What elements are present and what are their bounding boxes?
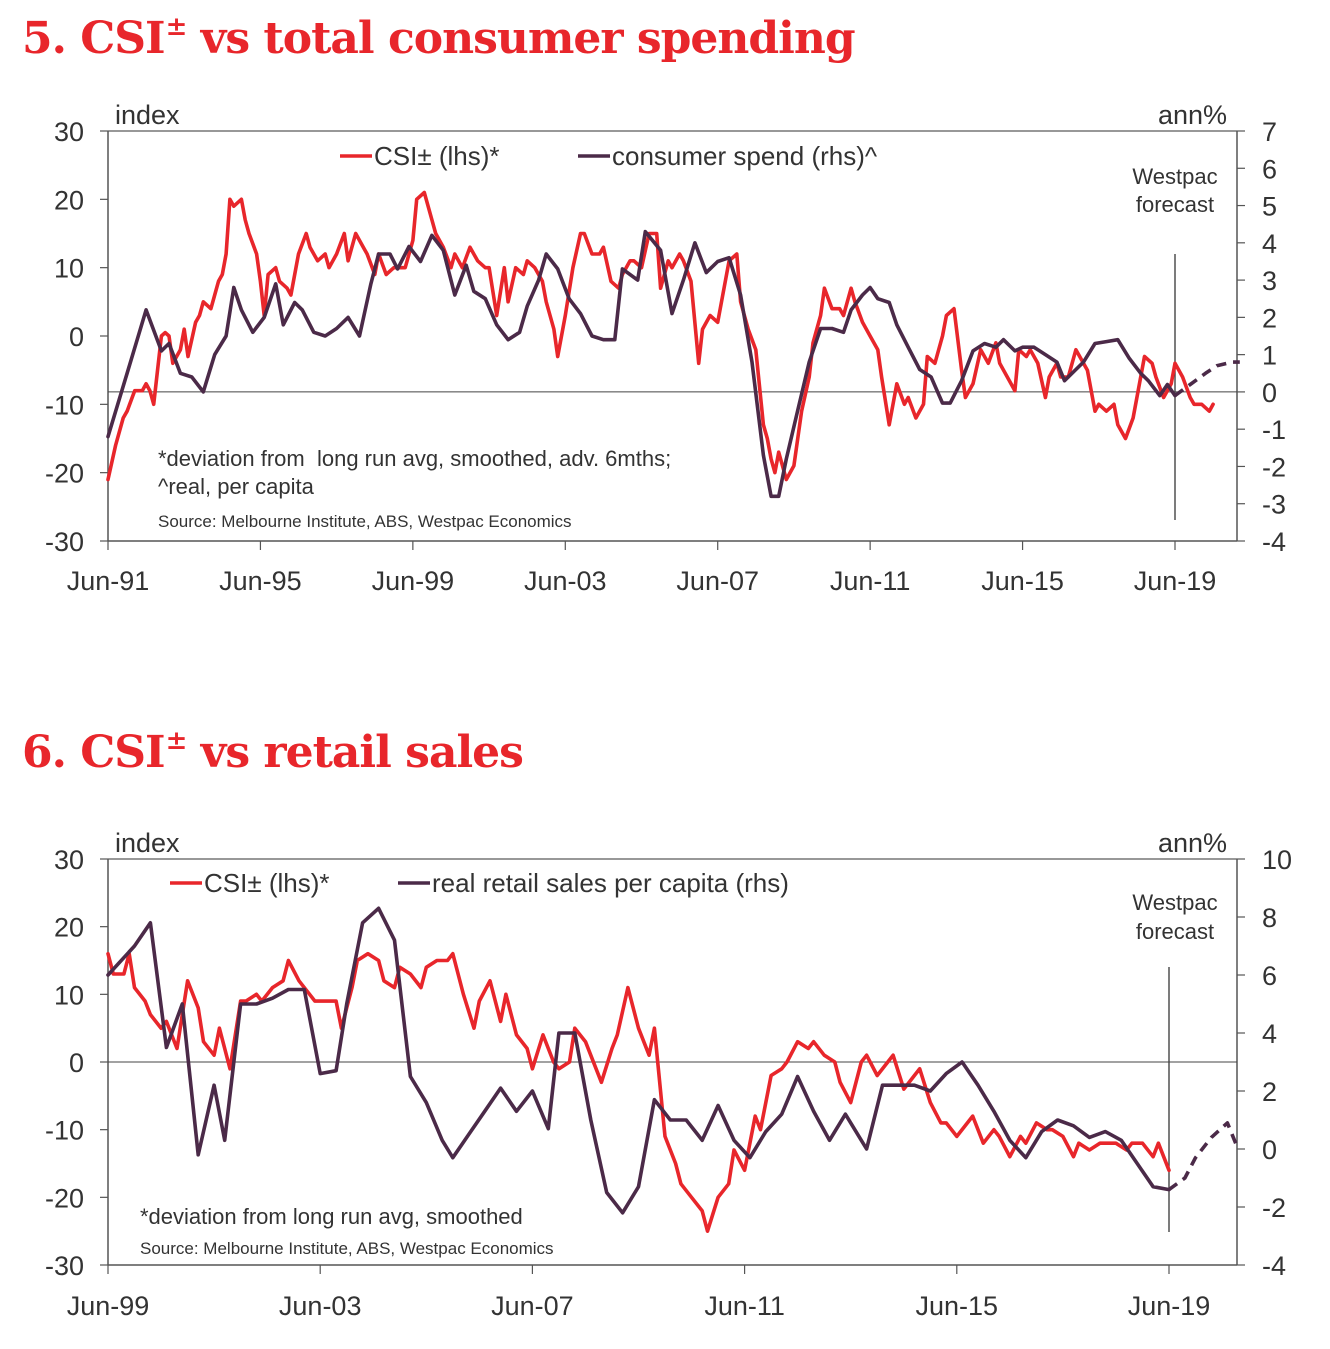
chart-1-x-tick-label: Jun-99: [372, 566, 455, 596]
chart-1-right-axis-label: ann%: [1158, 100, 1227, 130]
chart-2-right-tick-label: 4: [1262, 1019, 1277, 1049]
chart-1-right-tick-label: 5: [1262, 192, 1277, 222]
chart-2-right-tick-label: 8: [1262, 903, 1277, 933]
chart-1-x-tick-label: Jun-11: [830, 566, 911, 596]
chart-2-title-rest: vs retail sales: [186, 727, 524, 778]
chart-1-x-tick-label: Jun-95: [219, 566, 302, 596]
chart-1-right-tick-label: -4: [1262, 527, 1286, 557]
chart-1-left-tick-label: -10: [45, 390, 84, 420]
chart-2-legend-label: real retail sales per capita (rhs): [432, 868, 789, 898]
chart-2-x-tick-label: Jun-19: [1128, 1291, 1211, 1321]
chart-2-source-note: Source: Melbourne Institute, ABS, Westpa…: [140, 1239, 554, 1258]
chart-1-right-tick-label: 0: [1262, 378, 1277, 408]
chart-1-right-tick-label: 7: [1262, 117, 1277, 147]
chart-2-title: 6. CSI± vs retail sales: [22, 726, 524, 778]
chart-2-right-tick-label: -4: [1262, 1251, 1286, 1281]
chart-1-legend-label: consumer spend (rhs)^: [612, 141, 878, 171]
chart-1-x-tick-label: Jun-19: [1134, 566, 1217, 596]
chart-2-left-tick-label: -20: [45, 1183, 84, 1213]
chart-1-forecast-line: [1173, 360, 1240, 398]
chart-2-right-tick-label: 2: [1262, 1077, 1277, 1107]
chart-1-right-tick-label: -1: [1262, 415, 1286, 445]
chart-2-title-superscript: ±: [165, 726, 188, 756]
chart-1-footnote: *deviation from long run avg, smoothed, …: [158, 446, 671, 471]
chart-2-right-tick-label: 6: [1262, 961, 1277, 991]
chart-2-right-tick-label: 10: [1262, 845, 1292, 875]
chart-2-forecast-line: [1167, 1121, 1240, 1192]
chart-1-forecast-label: forecast: [1136, 192, 1214, 217]
chart-1-left-axis-label: index: [115, 100, 180, 130]
chart-2-csi-line: [106, 951, 1171, 1233]
chart-2-x-tick-label: Jun-03: [279, 1291, 362, 1321]
chart-2-left-tick-label: 10: [54, 980, 84, 1010]
chart-1-right-tick-label: 1: [1262, 341, 1277, 371]
chart-1-right-tick-label: 6: [1262, 154, 1277, 184]
chart-2-x-tick-label: Jun-99: [67, 1291, 150, 1321]
chart-2-title-main: 6. CSI: [22, 727, 166, 778]
chart-1-x-tick-label: Jun-91: [67, 566, 150, 596]
chart-1-left-tick-label: 20: [54, 185, 84, 215]
chart-1-forecast-label: Westpac: [1132, 164, 1217, 189]
chart-1-right-tick-label: 2: [1262, 303, 1277, 333]
chart-1-left-tick-label: 10: [54, 254, 84, 284]
chart-1-title: 5. CSI± vs total consumer spending: [22, 12, 856, 64]
chart-1-left-tick-label: 0: [69, 322, 84, 352]
chart-2-x-tick-label: Jun-15: [916, 1291, 999, 1321]
chart-2-left-tick-label: 20: [54, 913, 84, 943]
chart-1-left-tick-label: 30: [54, 117, 84, 147]
chart-2-left-tick-label: 30: [54, 845, 84, 875]
chart-2-spend-line: [106, 906, 1171, 1215]
chart-1-x-tick-label: Jun-15: [981, 566, 1064, 596]
chart-2-footnote: *deviation from long run avg, smoothed: [140, 1204, 523, 1229]
chart-1-x-tick-label: Jun-07: [676, 566, 759, 596]
chart-1-right-tick-label: 3: [1262, 266, 1277, 296]
chart-2-right-tick-label: -2: [1262, 1193, 1286, 1223]
chart-1-right-tick-label: 4: [1262, 229, 1277, 259]
chart-1-title-rest: vs total consumer spending: [186, 13, 856, 64]
chart-2-right-axis-label: ann%: [1158, 828, 1227, 858]
chart-2-left-tick-label: -10: [45, 1116, 84, 1146]
chart-1-left-tick-label: -20: [45, 459, 84, 489]
chart-1-title-superscript: ±: [165, 12, 188, 42]
chart-1-csi-line: [106, 190, 1215, 482]
chart-1-right-tick-label: -3: [1262, 490, 1286, 520]
chart-1-footnote: ^real, per capita: [158, 474, 315, 499]
chart-2-forecast-label: Westpac: [1132, 890, 1217, 915]
chart-2-right-tick-label: 0: [1262, 1135, 1277, 1165]
chart-1-left-tick-label: -30: [45, 527, 84, 557]
chart-2-forecast-label: forecast: [1136, 919, 1214, 944]
chart-2-x-tick-label: Jun-07: [491, 1291, 574, 1321]
chart-1-x-tick-label: Jun-03: [524, 566, 607, 596]
chart-1-title-main: 5. CSI: [22, 13, 166, 64]
chart-2-left-tick-label: -30: [45, 1251, 84, 1281]
chart-1-spend-line: [106, 229, 1177, 499]
chart-2-left-tick-label: 0: [69, 1048, 84, 1078]
chart-1-legend-label: CSI± (lhs)*: [374, 141, 500, 171]
chart-2-left-axis-label: index: [115, 828, 180, 858]
chart-2-legend-label: CSI± (lhs)*: [204, 868, 330, 898]
chart-1-right-tick-label: -2: [1262, 452, 1286, 482]
chart-2-x-tick-label: Jun-11: [704, 1291, 785, 1321]
chart-1-source-note: Source: Melbourne Institute, ABS, Westpa…: [158, 512, 572, 531]
